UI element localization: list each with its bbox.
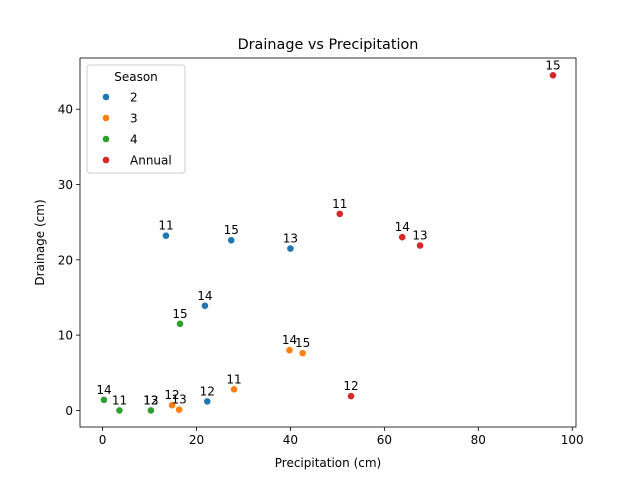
data-point-label: 15	[224, 223, 239, 237]
y-tick-label: 40	[58, 103, 73, 117]
data-point-label: 15	[545, 58, 560, 72]
y-tick-label: 30	[58, 178, 73, 192]
x-axis-label: Precipitation (cm)	[275, 456, 381, 470]
data-point-label: 12	[200, 384, 215, 398]
legend-marker	[102, 114, 110, 122]
data-point-label: 14	[282, 333, 297, 347]
data-point-label: 14	[197, 289, 212, 303]
data-point	[115, 406, 124, 415]
data-point	[175, 405, 184, 414]
data-point	[176, 319, 184, 328]
data-point	[347, 392, 355, 401]
data-point-label: 12	[164, 388, 179, 402]
data-point-label: 13	[283, 232, 298, 246]
legend-marker	[102, 93, 110, 101]
x-tick-label: 0	[99, 433, 107, 447]
data-point-label: 15	[295, 336, 310, 350]
x-axis: 0 20 40 60 80 100	[99, 427, 584, 447]
chart-title: Drainage vs Precipitation	[238, 37, 419, 53]
data-point-label: 12	[143, 393, 158, 407]
legend-box	[86, 64, 186, 174]
data-point-label: 13	[412, 229, 427, 243]
y-axis-label: Drainage (cm)	[33, 199, 47, 285]
legend-marker	[102, 156, 110, 164]
x-tick-label: 40	[283, 433, 298, 447]
legend: Season 2 3 4 Annual	[86, 64, 186, 174]
data-point	[285, 346, 294, 355]
data-point-label: 12	[343, 379, 358, 393]
y-tick-label: 0	[65, 404, 73, 418]
data-point	[201, 301, 209, 310]
data-point	[298, 349, 307, 358]
data-point-label: 11	[332, 197, 347, 211]
legend-entry-label: 2	[130, 91, 138, 105]
plot-frame	[79, 57, 577, 428]
x-tick-label: 100	[561, 433, 584, 447]
data-point	[203, 397, 212, 406]
x-tick-label: 20	[189, 433, 204, 447]
data-point-label: 13	[171, 393, 186, 407]
x-tick-label: 80	[471, 433, 486, 447]
y-axis: 0 10 20 30 40	[58, 103, 80, 418]
data-point-label: 11	[158, 219, 173, 233]
data-point	[398, 233, 407, 242]
legend-title: Season	[114, 70, 158, 84]
data-point	[100, 395, 108, 404]
data-point	[416, 241, 424, 250]
data-point	[335, 209, 344, 218]
data-point-label: 14	[395, 220, 410, 234]
data-point	[162, 231, 170, 240]
y-tick-label: 10	[58, 329, 73, 343]
data-point	[286, 244, 295, 253]
data-point-label: 15	[172, 307, 187, 321]
data-point	[227, 236, 236, 245]
data-point-label: 14	[96, 383, 111, 397]
y-tick-label: 20	[58, 253, 73, 267]
data-point-label: 11	[226, 372, 241, 386]
x-tick-label: 60	[377, 433, 392, 447]
legend-entry-label: 3	[130, 112, 138, 126]
data-point	[147, 406, 155, 415]
data-point	[168, 401, 176, 410]
data-point-label: 11	[112, 393, 127, 407]
legend-entry-label: 4	[130, 133, 138, 147]
legend-marker	[102, 135, 110, 143]
data-point-label: 13	[143, 393, 158, 407]
data-point	[230, 385, 238, 394]
data-point	[549, 71, 557, 80]
legend-entry-label: Annual	[130, 154, 172, 168]
